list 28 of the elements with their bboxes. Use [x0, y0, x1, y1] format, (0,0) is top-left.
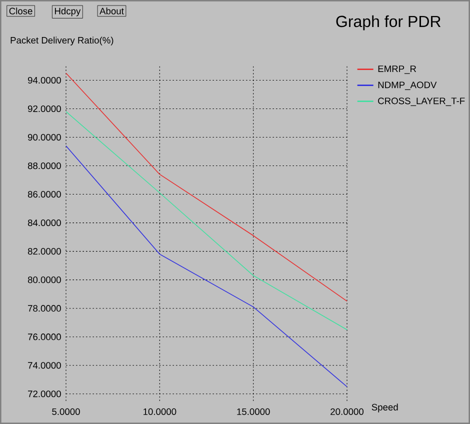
- y-tick-label: 78.0000: [28, 305, 61, 312]
- legend-label: EMRP_R: [378, 66, 416, 74]
- x-tick-label: 5.0000: [52, 408, 80, 415]
- text: About: [100, 8, 124, 14]
- line-series: [66, 145, 348, 388]
- x-tick-label: 20.0000: [330, 408, 364, 415]
- line-series: [66, 111, 348, 330]
- y-tick-label: 74.0000: [28, 362, 61, 369]
- y-axis-title: Packet Delivery Ratio(%): [10, 36, 114, 46]
- y-tick-label: 92.0000: [28, 105, 61, 112]
- text: Close: [9, 8, 32, 14]
- x-tick-label: 10.0000: [144, 408, 176, 415]
- line-series: [66, 72, 348, 302]
- text: Hdcpy: [54, 8, 81, 16]
- y-tick-label: 72.0000: [28, 390, 61, 398]
- y-tick-label: 80.0000: [28, 276, 61, 284]
- y-tick-label: 90.0000: [28, 134, 61, 141]
- y-tick-label: 84.0000: [28, 220, 61, 226]
- text: Graph for PDR: [336, 15, 441, 30]
- x-axis-title: Speed: [372, 404, 398, 412]
- y-tick-label: 86.0000: [28, 191, 61, 198]
- y-tick-label: 88.0000: [28, 162, 61, 170]
- y-tick-label: 94.0000: [28, 76, 61, 84]
- y-tick-label: 82.0000: [28, 248, 61, 255]
- x-tick-label: 15.0000: [237, 408, 270, 415]
- y-tick-label: 76.0000: [28, 334, 61, 340]
- legend-label: CROSS_LAYER_T-F: [378, 98, 465, 106]
- legend-label: NDMP_AODV: [378, 82, 437, 90]
